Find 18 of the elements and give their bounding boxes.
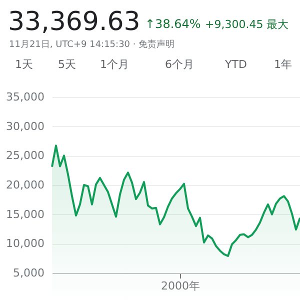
text: 1年 (274, 58, 292, 71)
text: +9,300.45 最大 (205, 18, 289, 31)
text: 1个月 (100, 58, 129, 71)
y-tick-label: 10,000 (6, 237, 44, 250)
y-tick-label: 35,000 (6, 90, 44, 104)
y-tick-label: 25,000 (6, 149, 44, 162)
y-tick-label: 15,000 (6, 208, 44, 221)
text: 5天 (58, 58, 76, 71)
y-tick-label: 5,000 (13, 266, 44, 280)
y-tick-label: 30,000 (6, 120, 44, 133)
x-tick-label: 2000年 (161, 280, 200, 292)
text: ↑38.64% (145, 17, 201, 31)
chart-title: 33,369.63 (8, 7, 140, 37)
chart-subtitle: 11月21日, UTC+9 14:15:30 · 免责声明 (9, 39, 175, 50)
text: 6个月 (165, 58, 194, 71)
y-tick-label: 20,000 (6, 178, 44, 192)
text: YTD (224, 58, 247, 71)
text: 1天 (15, 58, 33, 71)
